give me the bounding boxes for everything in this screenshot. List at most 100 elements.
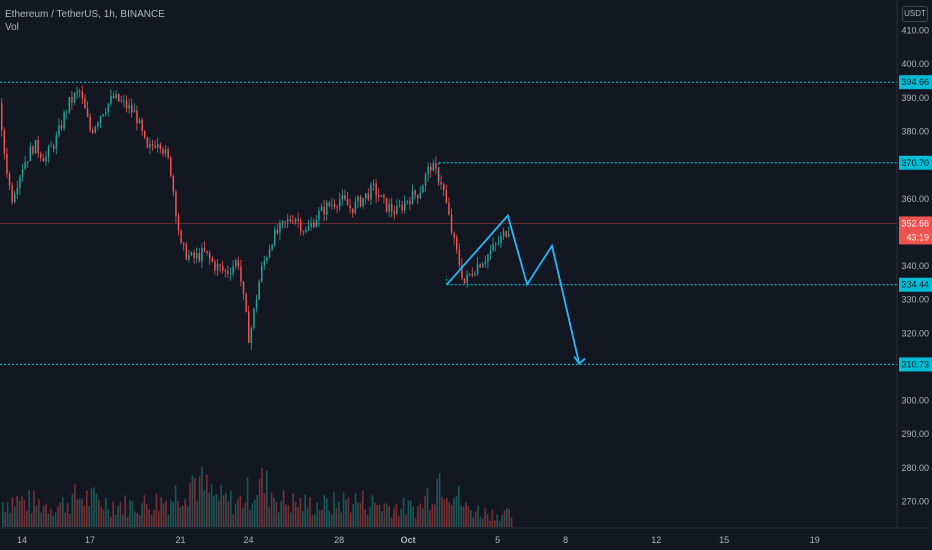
candle — [37, 139, 39, 154]
volume-bar — [148, 509, 150, 527]
volume-bar — [90, 488, 93, 527]
volume-bar — [333, 492, 335, 527]
volume-bar — [474, 511, 477, 527]
volume-bar — [405, 514, 407, 527]
candle — [71, 96, 73, 103]
candle — [102, 114, 104, 117]
candle — [3, 130, 6, 154]
candle — [58, 125, 60, 136]
candle — [484, 261, 487, 264]
volume-bar — [270, 492, 273, 527]
volume-bar — [294, 502, 297, 527]
candle — [294, 219, 297, 223]
level-price-tag: 310.73 — [899, 357, 932, 372]
volume-bar — [50, 508, 52, 527]
drawings[interactable] — [446, 213, 586, 365]
horizontal-levels[interactable] — [0, 81, 897, 366]
level-price-tag-text: 394.66 — [901, 77, 929, 87]
y-tick-label: 340.00 — [901, 261, 929, 271]
volume-bar — [59, 502, 62, 527]
volume-bar — [38, 499, 40, 527]
volume-bar — [282, 489, 285, 527]
candle — [318, 210, 320, 221]
candle — [146, 137, 149, 148]
volume-bar — [2, 501, 4, 527]
candle — [367, 193, 370, 200]
candle — [164, 149, 167, 154]
x-tick-label: 15 — [719, 535, 729, 545]
candle — [84, 98, 86, 109]
time-axis[interactable]: 14 17 21 24 28 Oct 5 8 12 15 19 — [17, 535, 820, 545]
volume-bar — [364, 509, 366, 527]
candle — [175, 191, 177, 217]
candle — [349, 205, 351, 209]
volume-bar — [429, 510, 431, 527]
volume-bar — [482, 518, 484, 527]
candle — [112, 96, 115, 98]
volume-bar — [299, 497, 302, 527]
candle — [466, 274, 468, 283]
price-axis[interactable]: 270.00280.00290.00300.00310.00320.00330.… — [901, 26, 929, 507]
volume-bar — [64, 512, 66, 527]
candle — [271, 245, 273, 250]
volume-bar — [330, 513, 333, 527]
candle — [32, 146, 34, 154]
candle — [302, 231, 305, 233]
candle — [253, 308, 255, 328]
candle — [170, 157, 172, 176]
volume-bar — [477, 505, 479, 527]
volume-bar — [510, 517, 513, 527]
volume-bar — [141, 503, 143, 527]
volume-bar — [47, 513, 50, 527]
candle — [24, 162, 26, 170]
candle — [131, 105, 133, 113]
volume-bar — [467, 506, 470, 527]
candle — [320, 206, 323, 211]
candle — [372, 183, 375, 185]
candle — [448, 202, 450, 215]
candle — [167, 149, 169, 158]
volume-bar — [290, 512, 292, 527]
candle — [414, 190, 416, 195]
volume-bar — [136, 512, 138, 527]
candle — [401, 205, 403, 211]
candle — [47, 146, 50, 157]
candle — [310, 222, 312, 227]
candle — [107, 103, 110, 113]
volume-bar — [287, 505, 290, 527]
level-price-tag-text: 310.73 — [901, 359, 929, 369]
volume-bar — [285, 504, 287, 527]
candle — [396, 205, 398, 215]
volume-bar — [321, 509, 323, 527]
volume-bar — [107, 509, 110, 527]
volume-bar — [158, 511, 160, 527]
candle — [469, 273, 471, 275]
volume-bar — [292, 493, 294, 527]
candle — [476, 264, 479, 274]
volume-bar — [436, 478, 438, 527]
currency-button[interactable]: USDT — [902, 6, 928, 22]
volume-bar — [249, 510, 251, 527]
candle — [118, 94, 120, 102]
candle — [417, 194, 419, 199]
volume-bar — [297, 507, 299, 527]
candle — [489, 250, 492, 255]
candle — [508, 233, 510, 237]
candle — [284, 220, 286, 222]
volume-bar — [213, 495, 215, 527]
candle — [430, 166, 432, 171]
volume-bar — [326, 498, 328, 527]
volume-bar — [263, 493, 266, 527]
volume-bar — [155, 493, 158, 527]
volume-bar — [371, 495, 374, 527]
candle — [375, 183, 377, 196]
volume-bar — [28, 490, 30, 527]
candle — [73, 93, 76, 103]
volume-bar — [359, 503, 362, 527]
projection-path[interactable] — [446, 213, 581, 364]
candle — [497, 242, 500, 244]
volume-bar — [496, 514, 498, 527]
volume-bar — [246, 477, 249, 527]
candle — [211, 258, 214, 262]
